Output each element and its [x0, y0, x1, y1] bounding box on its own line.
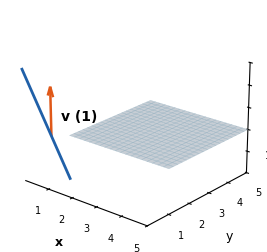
X-axis label: x: x	[54, 236, 62, 248]
Y-axis label: y: y	[226, 229, 233, 242]
